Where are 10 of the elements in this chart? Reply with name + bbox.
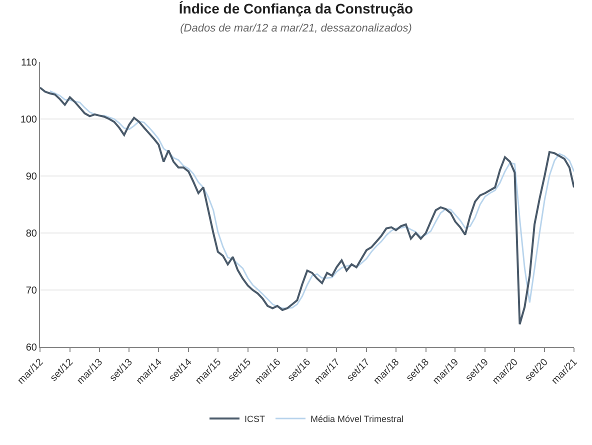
y-tick-label: 100 bbox=[20, 114, 38, 126]
chart-title: Índice de Confiança da Construção bbox=[178, 0, 414, 16]
y-tick-label: 80 bbox=[26, 228, 38, 240]
legend-label: ICST bbox=[244, 414, 266, 424]
chart-subtitle: (Dados de mar/12 a mar/21, dessazonalizados) bbox=[180, 22, 412, 35]
y-tick-label: 90 bbox=[26, 172, 38, 182]
legend-label: Média Móvel Trimestral bbox=[310, 414, 404, 424]
y-tick-label: 110 bbox=[21, 58, 38, 68]
y-tick-label: 70 bbox=[26, 286, 38, 296]
y-tick-label: 60 bbox=[26, 342, 38, 354]
